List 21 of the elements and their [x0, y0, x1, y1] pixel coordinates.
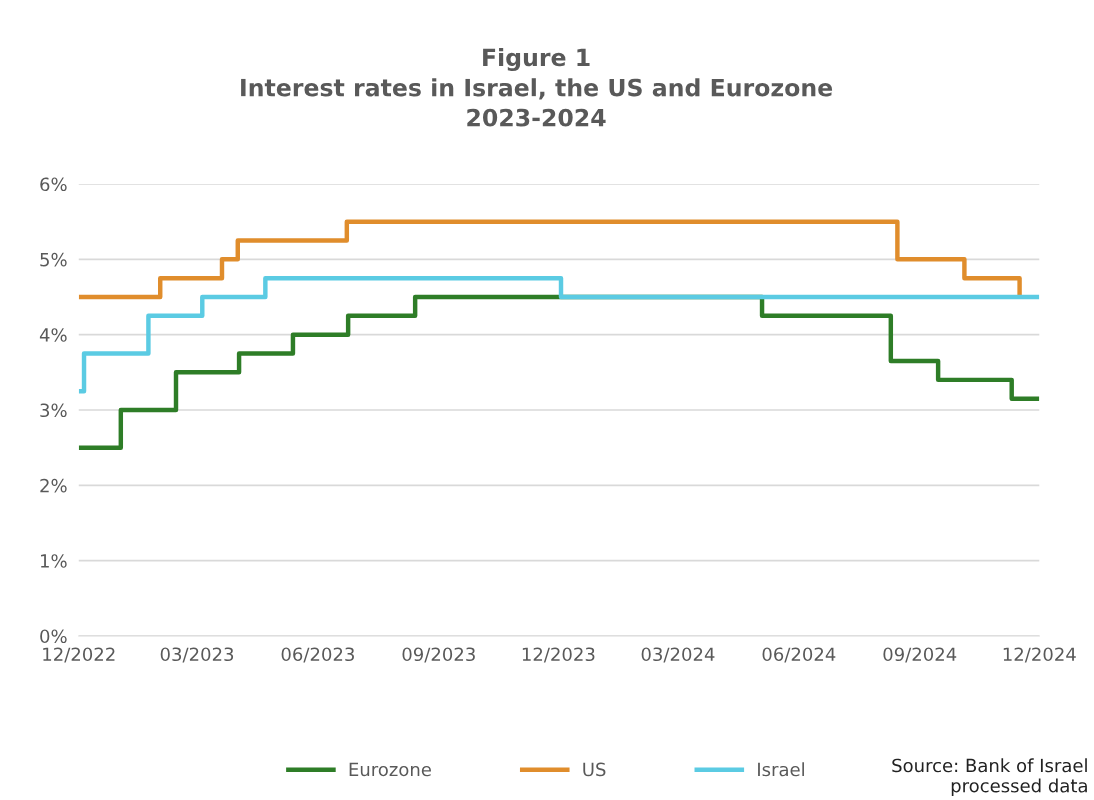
x-tick-label: 12/2023 — [522, 647, 595, 663]
x-tick-label: 09/2023 — [402, 647, 475, 663]
legend-label: Israel — [758, 762, 804, 777]
y-tick-label: 1% — [41, 554, 67, 568]
x-tick-label: 09/2024 — [883, 647, 957, 663]
x-tick-label: 12/2024 — [1003, 647, 1076, 663]
y-tick-label: 3% — [40, 403, 67, 418]
x-tick-label: 06/2024 — [762, 647, 836, 663]
chart-title: Figure 1 Interest rates in Israel, the US and Eurozone 2023-2024 — [241, 48, 833, 127]
legend-label: Eurozone — [349, 762, 431, 777]
y-tick-label: 2% — [40, 478, 67, 493]
x-tick-label: 03/2023 — [160, 647, 234, 663]
x-tick-label: 12/2022 — [43, 647, 115, 663]
source-note: Source: Bank of Israel processed data — [892, 758, 1087, 796]
y-tick-label: 4% — [39, 328, 67, 342]
x-tick-label: 06/2023 — [281, 647, 354, 663]
y-tick-label: 5% — [40, 252, 67, 267]
y-tick-label: 0% — [40, 629, 67, 644]
legend-label: US — [583, 762, 606, 777]
x-tick-label: 03/2024 — [641, 647, 715, 663]
y-tick-label: 6% — [40, 177, 67, 192]
